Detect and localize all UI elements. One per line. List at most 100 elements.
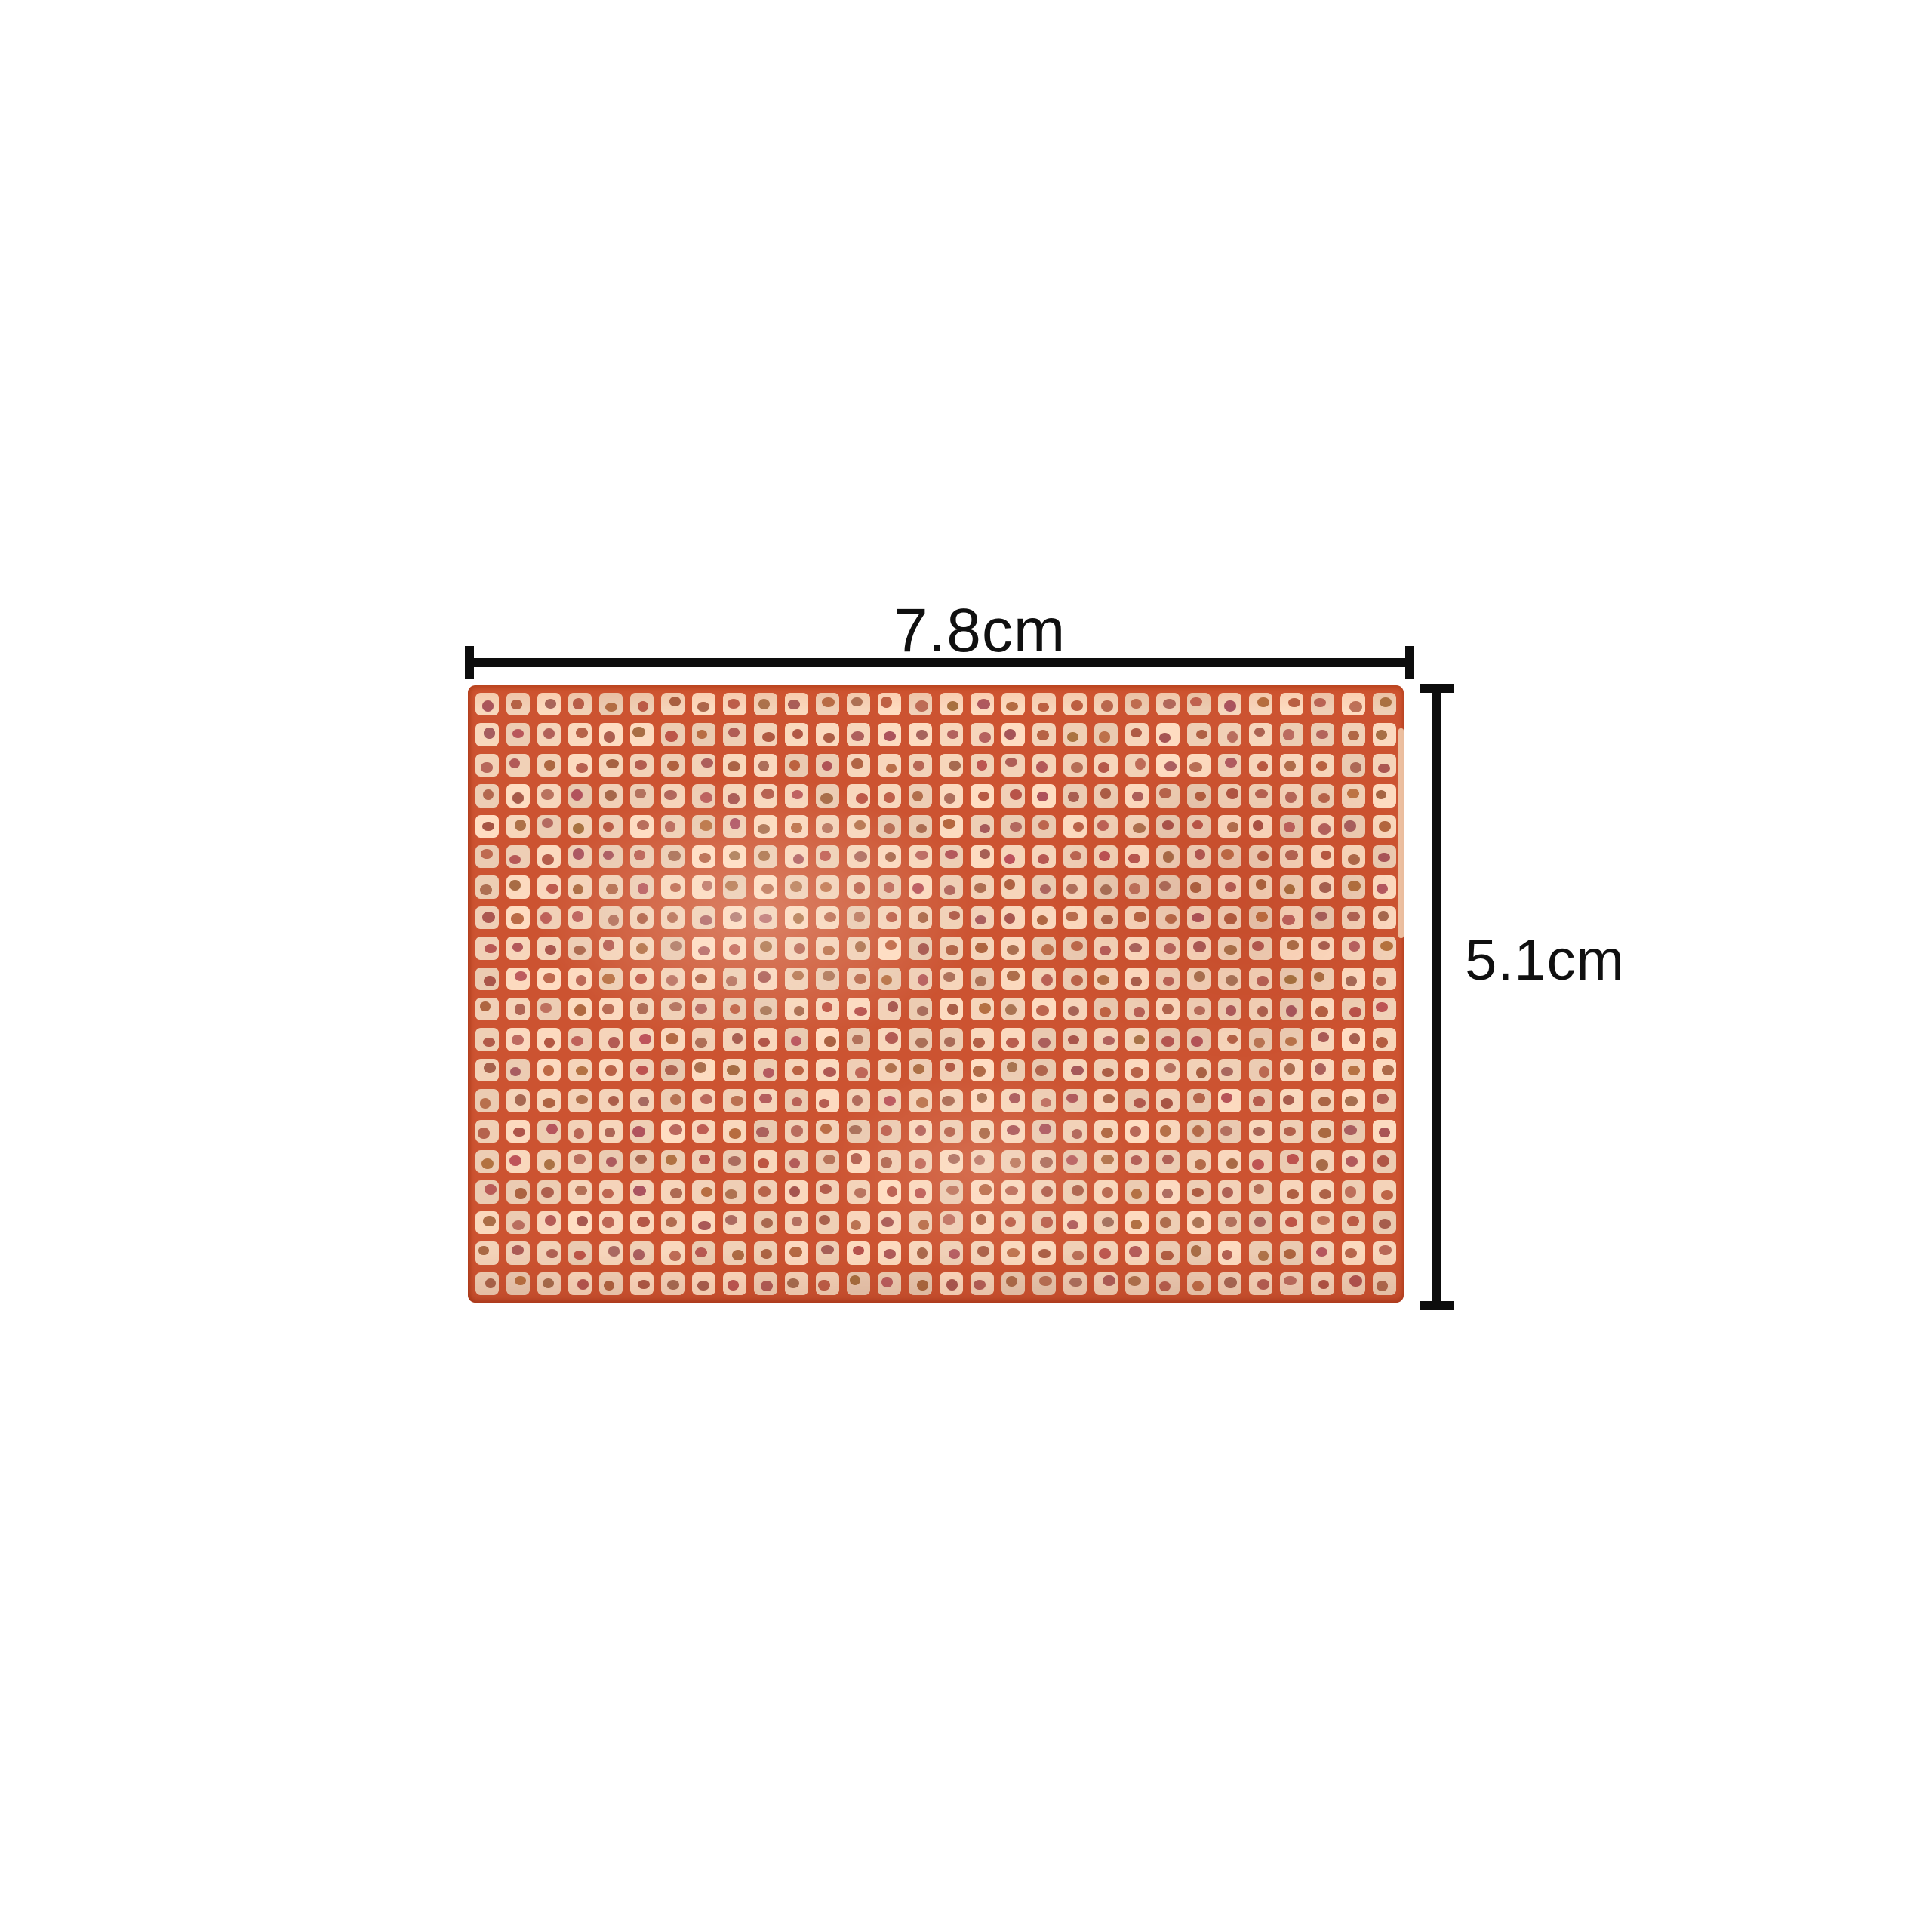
copper-pad	[1373, 844, 1396, 869]
copper-pad	[1187, 1180, 1211, 1204]
drill-hole	[1380, 941, 1393, 952]
copper-pad	[878, 1119, 901, 1143]
copper-pad	[1342, 753, 1365, 777]
drill-hole	[1097, 975, 1110, 985]
copper-pad	[1218, 997, 1241, 1021]
drill-hole	[1160, 1124, 1172, 1137]
drill-hole	[1133, 823, 1146, 833]
drill-hole	[1098, 761, 1110, 773]
copper-pad	[1001, 1241, 1025, 1265]
drill-hole	[819, 851, 831, 861]
drill-hole	[855, 1067, 868, 1079]
drill-hole	[850, 1275, 861, 1286]
copper-pad	[754, 1119, 777, 1143]
drill-hole	[1159, 787, 1171, 798]
drill-hole	[636, 913, 648, 924]
copper-pad	[940, 1241, 963, 1265]
drill-hole	[701, 1187, 712, 1197]
copper-pad	[1187, 875, 1211, 899]
drill-hole	[728, 792, 740, 804]
copper-pad	[940, 1149, 963, 1174]
copper-pad	[754, 844, 777, 869]
drill-hole	[1067, 1005, 1080, 1016]
drill-hole	[1100, 884, 1112, 896]
copper-pad	[1125, 723, 1149, 746]
width-dimension-line	[465, 646, 1414, 679]
drill-hole	[632, 726, 646, 738]
copper-pad	[475, 1149, 499, 1174]
drill-hole	[1253, 1095, 1265, 1106]
drill-hole	[515, 1276, 526, 1286]
drill-hole	[605, 1064, 617, 1076]
copper-pad	[816, 1272, 839, 1295]
drill-hole	[1128, 853, 1140, 863]
drill-hole	[823, 1155, 835, 1165]
drill-hole	[792, 854, 804, 865]
drill-hole	[1348, 881, 1361, 892]
copper-pad	[537, 1028, 561, 1051]
drill-hole	[732, 1250, 744, 1261]
drill-hole	[485, 1278, 496, 1288]
drill-hole	[638, 1034, 651, 1044]
copper-pad	[909, 784, 932, 808]
drill-hole	[1103, 1035, 1115, 1046]
copper-pad	[847, 967, 870, 990]
copper-pad	[1156, 844, 1180, 869]
copper-pad	[785, 844, 808, 869]
drill-hole	[1317, 1216, 1330, 1226]
copper-pad	[847, 723, 870, 746]
copper-pad	[568, 967, 592, 990]
copper-pad	[1032, 723, 1056, 746]
drill-hole	[543, 1278, 555, 1288]
drill-hole	[791, 790, 803, 800]
copper-pad	[1187, 937, 1211, 960]
drill-hole	[669, 1124, 683, 1135]
drill-hole	[512, 1220, 525, 1230]
drill-hole	[728, 851, 741, 861]
copper-pad	[1187, 1211, 1211, 1235]
copper-pad	[661, 875, 685, 899]
copper-pad	[1063, 1211, 1087, 1235]
drill-hole	[1038, 702, 1049, 712]
drill-hole	[758, 699, 770, 710]
copper-pad	[1280, 1211, 1303, 1235]
copper-pad	[1373, 875, 1396, 899]
copper-pad	[568, 906, 592, 930]
drill-hole	[1131, 792, 1143, 801]
copper-pad	[1032, 1058, 1056, 1082]
copper-pad	[506, 844, 530, 869]
copper-pad	[940, 967, 963, 990]
copper-pad	[692, 1241, 715, 1265]
copper-pad	[599, 1089, 623, 1112]
drill-hole	[729, 1004, 740, 1014]
copper-pad	[754, 753, 777, 777]
drill-hole	[571, 910, 583, 922]
drill-hole	[725, 1189, 737, 1199]
drill-hole	[546, 1124, 558, 1135]
copper-pad	[1156, 1119, 1180, 1143]
copper-pad	[1373, 1272, 1396, 1295]
copper-pad	[754, 1089, 777, 1112]
drill-hole	[1099, 1248, 1112, 1260]
drill-hole	[480, 848, 494, 859]
drill-hole	[1038, 1275, 1052, 1287]
copper-pad	[1094, 906, 1118, 930]
copper-pad	[1001, 1211, 1025, 1235]
drill-hole	[1318, 793, 1330, 803]
copper-pad	[1373, 1089, 1396, 1112]
copper-pad	[475, 784, 499, 808]
drill-hole	[1038, 1249, 1051, 1259]
drill-hole	[1195, 1067, 1207, 1078]
drill-hole	[669, 697, 681, 706]
drill-hole	[756, 1126, 769, 1137]
copper-pad	[1280, 1241, 1303, 1265]
drill-hole	[1315, 1158, 1328, 1171]
drill-hole	[943, 793, 955, 804]
copper-pad	[1311, 937, 1334, 960]
copper-pad	[1311, 693, 1334, 716]
drill-hole	[1377, 910, 1389, 921]
copper-pad	[754, 814, 777, 838]
drill-hole	[979, 824, 991, 834]
drill-hole	[918, 943, 930, 955]
drill-hole	[1009, 1157, 1021, 1168]
